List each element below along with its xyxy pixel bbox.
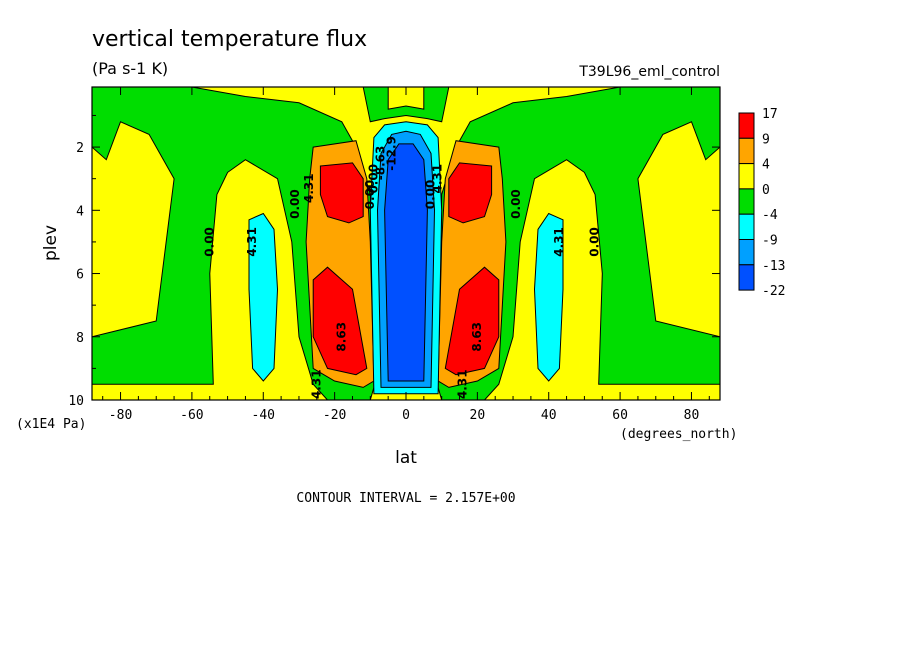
colorbar-swatch (738, 112, 755, 139)
contour-label: 4.31 (302, 173, 316, 203)
y-axis-label: plev (41, 225, 61, 261)
y-tick-label: 10 (68, 394, 84, 409)
plot-area (91, 86, 721, 401)
contour-label: 0.00 (588, 227, 602, 257)
contour-label: 0.00 (423, 180, 437, 210)
x-tick-label: -60 (180, 408, 203, 423)
x-tick-label: 0 (402, 408, 410, 423)
dataset-label: T39L96_eml_control (578, 64, 720, 80)
y-tick-label: 8 (76, 331, 84, 346)
x-axis: -80 -60 -40 -20 0 20 40 60 80 (102, 87, 710, 423)
contour-label: 4.31 (309, 369, 323, 399)
y-axis: 2 4 6 8 10 (68, 114, 720, 409)
contour-label: -12.9 (384, 136, 398, 171)
region-cyan-east (533, 212, 564, 382)
colorbar-label: -4 (762, 208, 778, 223)
contour-label: 0.00 (288, 189, 302, 219)
colorbar-swatch (738, 163, 755, 190)
contour-label: 4.31 (245, 227, 259, 257)
x-tick-label: 60 (612, 408, 628, 423)
y-tick-label: 6 (76, 268, 84, 283)
region-red-west-lower (312, 266, 368, 376)
colorbar-label: -22 (762, 284, 785, 299)
colorbar-label: 4 (762, 158, 770, 173)
colorbar-label: 9 (762, 132, 770, 147)
x-tick-label: -80 (109, 408, 132, 423)
region-green-east (437, 87, 720, 400)
x-tick-label: 80 (684, 408, 700, 423)
y-tick-label: 4 (76, 204, 84, 219)
colorbar-label: -9 (762, 234, 778, 249)
colorbar-label: 17 (762, 107, 778, 122)
region-yellow-cap (387, 87, 425, 110)
x-tick-label: -40 (252, 408, 275, 423)
colorbar-swatch (738, 213, 755, 240)
x-tick-label: 40 (541, 408, 557, 423)
y-tick-label: 2 (76, 141, 84, 156)
contour-label: 8.63 (470, 322, 484, 352)
contour-label: 4.31 (431, 164, 445, 194)
x-tick-label: 20 (470, 408, 486, 423)
contour-label: 4.31 (552, 227, 566, 257)
colorbar-label: 0 (762, 183, 770, 198)
x-axis-label: lat (395, 448, 417, 468)
contour-interval: CONTOUR INTERVAL = 2.157E+00 (296, 491, 515, 506)
colorbar-swatch (738, 239, 755, 266)
y-axis-units: (x1E4 Pa) (16, 417, 86, 432)
region-deepblue-center (384, 143, 428, 382)
contour-label: 8.63 (334, 322, 348, 352)
region-red-west-upper (319, 162, 364, 224)
colorbar-swatch (738, 137, 755, 165)
contour-label: -8.63 (374, 146, 388, 181)
x-tick-label: -20 (323, 408, 346, 423)
contour-label: 0.00 (202, 227, 216, 257)
colorbar-swatch (738, 264, 755, 291)
region-green-west (92, 87, 375, 400)
colorbar: 17 9 4 0 -4 -9 -13 -22 (738, 107, 785, 299)
contour-labels: 0.00 4.310.004.31 0.000.008.634.31-8.63-12… (202, 136, 601, 399)
region-red-east-lower (444, 266, 500, 376)
chart-title: vertical temperature flux (92, 27, 367, 52)
contour-label: 4.31 (456, 369, 470, 399)
colorbar-swatch (738, 188, 755, 215)
x-axis-units: (degrees_north) (620, 427, 737, 442)
chart-subtitle: (Pa s-1 K) (92, 59, 168, 78)
contour-label: 0.00 (366, 164, 380, 194)
region-red-east-upper (448, 162, 493, 224)
colorbar-label: -13 (762, 259, 785, 274)
contour-label: 0.00 (363, 180, 377, 210)
region-cyan-west (248, 212, 279, 382)
contour-label: 0.00 (509, 189, 523, 219)
